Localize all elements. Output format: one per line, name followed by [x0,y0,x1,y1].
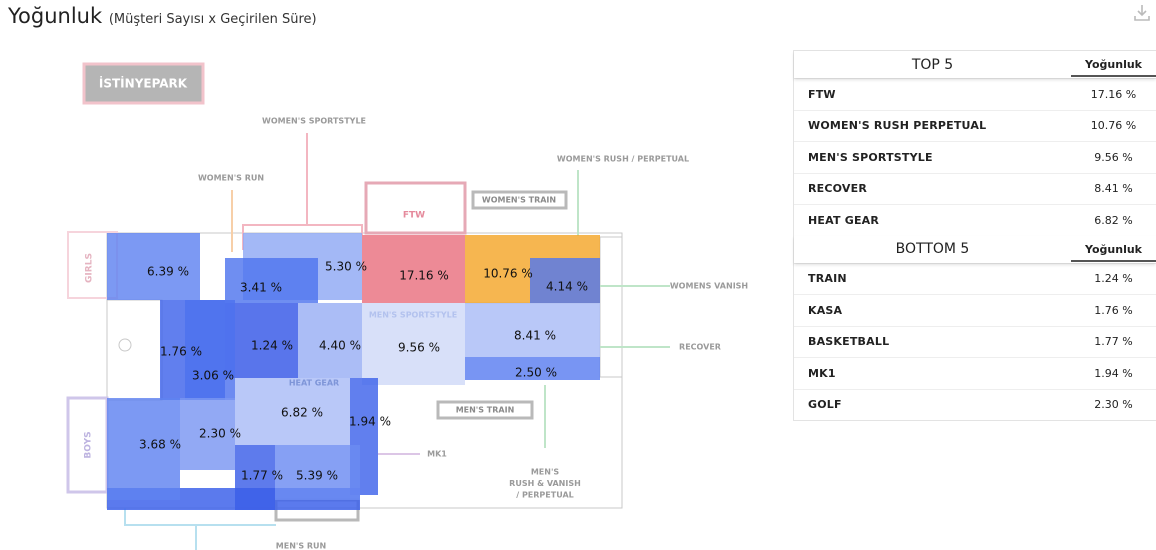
row-name: MK1 [808,366,836,380]
heat-value: 3.68 % [139,438,181,452]
zone-label: / PERPETUAL [516,491,574,500]
heat-layer: 6.39 % 5.30 % 3.41 % 17.16 % 10.76 % 4.14 % 1.… [107,233,600,510]
zone-label: WOMEN'S SPORTSTYLE [262,117,366,126]
zone-label: WOMEN'S TRAIN [482,196,556,205]
heat-zone [107,233,200,300]
title-text: Yoğunluk [8,4,103,28]
heat-zone [107,398,180,500]
row-value: 1.24 % [1094,272,1133,286]
heat-value: 1.77 % [241,469,283,483]
heat-value: 1.94 % [349,415,391,429]
zone-label: WOMEN'S RUN [198,174,264,183]
row-value: 1.76 % [1094,303,1133,317]
zone-label: BOYS [84,431,94,458]
table-title: TOP 5 [911,56,954,73]
download-icon [1134,5,1150,21]
heat-value: 17.16 % [399,269,449,283]
store-name: İSTİNYEPARK [99,76,188,91]
heat-value: 1.24 % [251,339,293,353]
row-value: 1.77 % [1094,335,1133,349]
heat-value: 3.41 % [240,281,282,295]
heat-zone [225,303,298,378]
row-name: RECOVER [808,182,868,196]
table-title: BOTTOM 5 [895,241,970,257]
row-value: 10.76 % [1090,119,1137,133]
table-row: WOMEN'S RUSH PERPETUAL 10.76 % [794,109,1156,142]
heat-zone [180,398,235,470]
row-name: TRAIN [808,272,847,286]
heat-value: 2.30 % [199,427,241,441]
download-button[interactable] [1131,2,1153,24]
zone-label: GIRLS [85,253,95,283]
heat-value: 6.39 % [147,265,189,279]
heat-value: 1.76 % [160,345,202,359]
table-row: FTW 17.16 % [794,78,1156,110]
heat-zone [225,258,318,303]
zone-label: MEN'S RUN [276,542,326,550]
heat-value: 5.30 % [325,260,367,274]
row-name: GOLF [808,398,842,412]
zone-label: RUSH & VANISH [509,479,581,488]
heat-zone [465,357,600,380]
row-value: 17.16 % [1090,87,1137,101]
heat-value: 5.39 % [296,469,338,483]
heat-zone [235,378,350,445]
heat-value: 10.76 % [483,267,533,281]
heat-zone [235,445,275,510]
heat-value: 4.14 % [546,280,588,294]
heat-zone [530,258,600,303]
zone-labels: WOMEN'S SPORTSTYLE WOMEN'S RUN GIRLS FTW WOM… [84,117,749,550]
heat-zone [275,445,360,500]
row-name: MEN'S SPORTSTYLE [808,150,933,164]
zone-label: MEN'S SPORTSTYLE [369,311,457,320]
heat-value: 8.41 % [514,329,556,343]
ranking-table: TOP 5 Yoğunluk FTW 17.16 % WOMEN'S RUSH PERP… [793,50,1156,421]
heat-zone [298,303,362,378]
zone-label: FTW [403,211,425,221]
column-header: Yoğunluk [1071,243,1156,262]
heat-value: 6.82 % [281,406,323,420]
row-name: FTW [808,87,836,101]
row-name: KASA [808,303,843,317]
row-name: HEAT GEAR [808,213,880,227]
heat-zone [362,303,465,385]
zone-label: WOMENS VANISH [670,282,748,291]
table-header: BOTTOM 5 Yoğunluk [794,235,1156,263]
zone-label: HEAT GEAR [289,379,339,388]
table-row: GOLF 2.30 % [794,388,1156,421]
heat-zone [185,300,235,400]
heat-value: 4.40 % [319,339,361,353]
zone-label: WOMEN'S RUSH / PERPETUAL [557,155,689,164]
store-badge [82,62,205,105]
floor-map: 6.39 % 5.30 % 3.41 % 17.16 % 10.76 % 4.14 % 1.… [66,62,749,550]
subtitle: (Müşteri Sayısı x Geçirilen Süre) [108,12,317,27]
row-value: 1.94 % [1094,366,1133,380]
row-value: 8.41 % [1094,182,1133,196]
column-header: Yoğunluk [1071,58,1156,77]
row-value: 2.30 % [1094,398,1133,412]
table-row: TRAIN 1.24 % [794,262,1156,295]
table-row: HEAT GEAR 6.82 % [794,204,1156,236]
row-name: BASKETBALL [808,335,890,349]
zone-label: MEN'S TRAIN [456,406,515,415]
row-name: WOMEN'S RUSH PERPETUAL [808,119,987,133]
heat-value: 9.56 % [398,341,440,355]
table-row: BASKETBALL 1.77 % [794,325,1156,358]
heat-value: 3.06 % [192,369,234,383]
table-row: KASA 1.76 % [794,294,1156,326]
zone-label: MEN'S [531,468,560,477]
heat-value: 2.50 % [515,366,557,380]
table-header: TOP 5 Yoğunluk [794,51,1156,78]
table-row: MEN'S SPORTSTYLE 9.56 % [794,141,1156,173]
zone-label: MK1 [427,450,447,459]
row-value: 6.82 % [1094,213,1133,227]
heat-zone [465,303,600,357]
table-row: RECOVER 8.41 % [794,172,1156,205]
row-value: 9.56 % [1094,150,1133,164]
heat-zone [362,235,465,303]
table-row: MK1 1.94 % [794,357,1156,389]
zone-label: RECOVER [679,343,721,352]
title: Yoğunluk (Müşteri Sayısı x Geçirilen Sür… [8,4,317,28]
